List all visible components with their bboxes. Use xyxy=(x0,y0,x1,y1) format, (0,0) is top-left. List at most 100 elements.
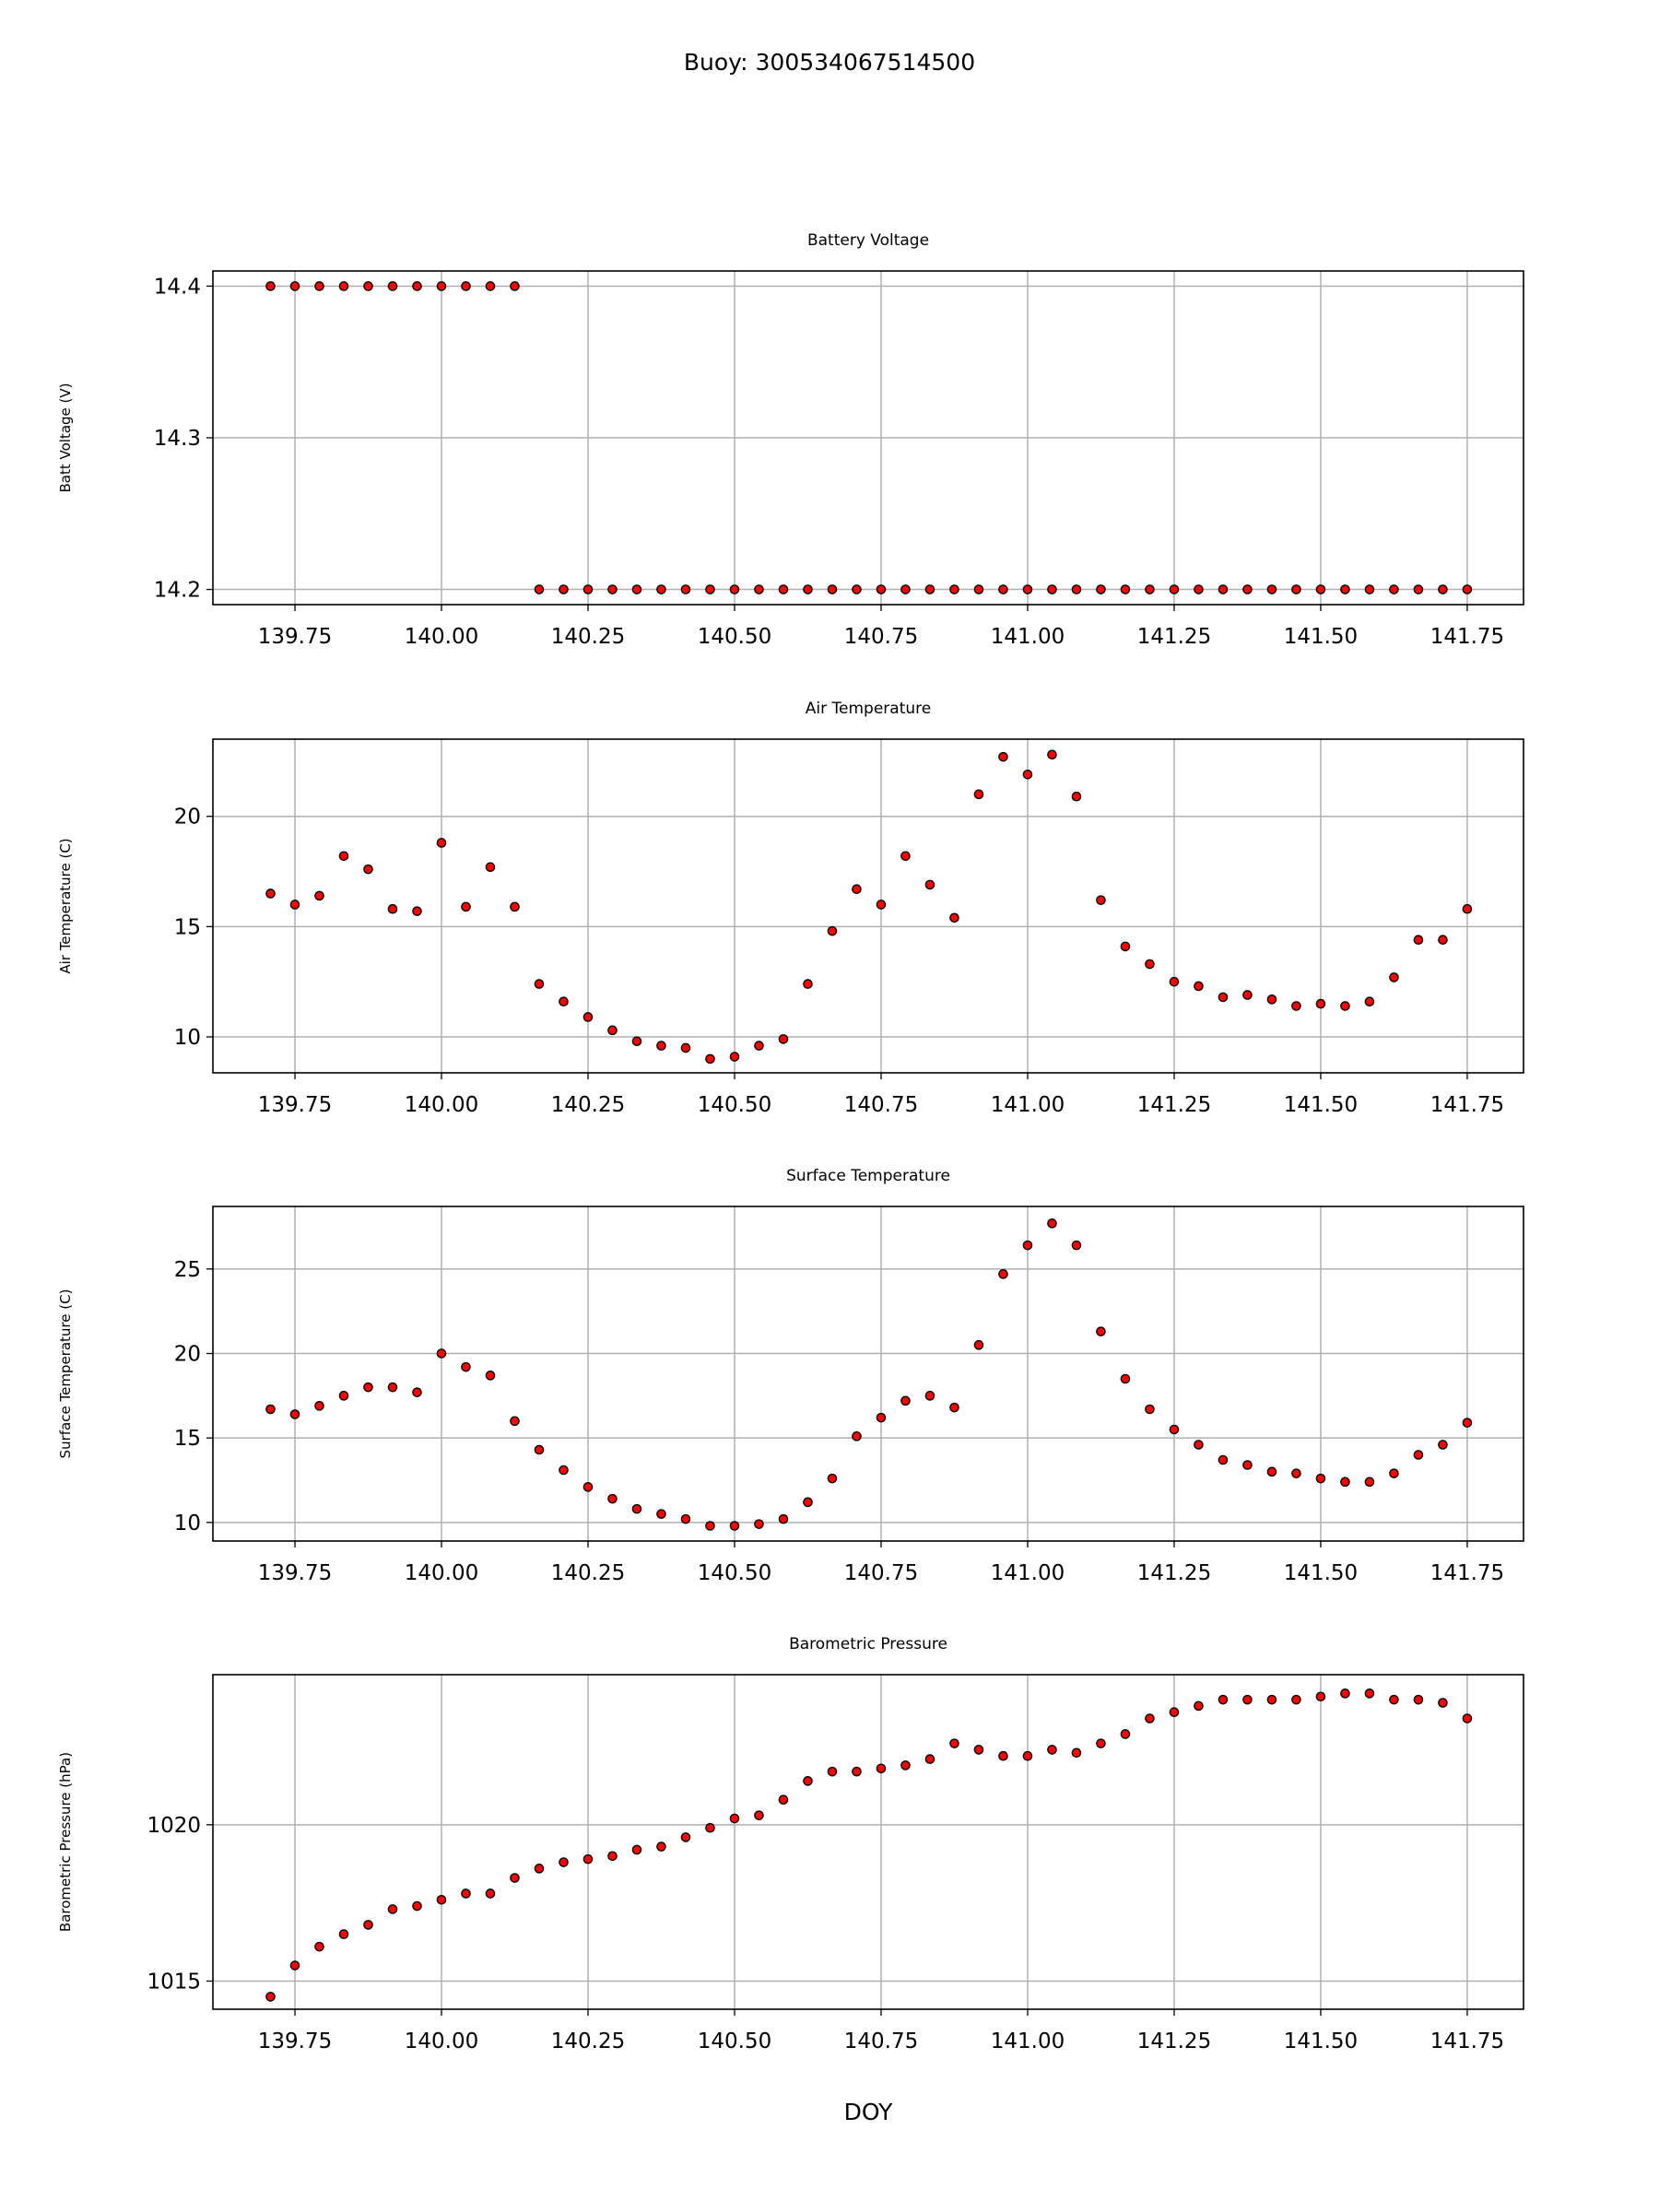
x-tick-label: 141.00 xyxy=(991,2030,1065,2053)
x-tick-label: 140.25 xyxy=(551,1093,625,1117)
data-point xyxy=(1145,584,1155,594)
y-tick-label: 14.4 xyxy=(154,275,201,299)
x-tick-label: 140.75 xyxy=(844,1561,918,1585)
data-point xyxy=(1389,1694,1399,1705)
figure-title: Buoy: 300534067514500 xyxy=(684,49,975,76)
data-point xyxy=(510,1416,520,1427)
data-point xyxy=(461,1361,471,1372)
data-point xyxy=(582,1012,594,1022)
data-point xyxy=(1145,959,1155,970)
y-axis-label: Barometric Pressure (hPa) xyxy=(57,1752,74,1932)
x-tick-label: 140.00 xyxy=(405,2030,478,2053)
data-point xyxy=(1242,990,1253,1000)
y-tick-label: 1020 xyxy=(147,1814,201,1838)
data-point xyxy=(1340,584,1350,594)
data-point xyxy=(1120,584,1131,594)
data-point xyxy=(754,1810,764,1820)
y-axis-label: Batt Voltage (V) xyxy=(57,382,74,492)
y-tick-label: 15 xyxy=(174,915,201,939)
data-point xyxy=(436,838,447,848)
data-point xyxy=(1389,1468,1399,1478)
data-point xyxy=(729,1813,740,1824)
data-point xyxy=(778,1034,789,1044)
data-point xyxy=(1096,584,1106,594)
data-point xyxy=(534,1864,545,1874)
data-point xyxy=(754,1519,764,1529)
data-point xyxy=(1169,584,1180,594)
data-point xyxy=(485,1371,496,1381)
data-point xyxy=(778,584,789,594)
data-point xyxy=(1218,1454,1229,1465)
data-point xyxy=(1364,996,1375,1007)
data-point xyxy=(1218,584,1229,594)
data-point xyxy=(1047,584,1057,594)
data-point xyxy=(314,890,324,901)
x-tick-label: 140.25 xyxy=(551,625,625,649)
x-tick-label: 140.50 xyxy=(698,1093,771,1117)
data-point xyxy=(1266,1694,1277,1705)
x-tick-label: 141.25 xyxy=(1137,1093,1211,1117)
data-point xyxy=(461,281,471,291)
data-point xyxy=(1462,1418,1473,1428)
x-tick-label: 139.75 xyxy=(258,1093,332,1117)
data-point xyxy=(631,1036,642,1047)
data-point xyxy=(852,584,862,594)
data-point xyxy=(1120,941,1131,952)
data-point xyxy=(289,281,300,291)
data-point xyxy=(754,1041,764,1051)
data-point xyxy=(973,789,984,800)
data-point xyxy=(1389,584,1399,594)
data-point xyxy=(1364,1688,1375,1699)
data-point xyxy=(1120,1373,1131,1384)
data-point xyxy=(1169,976,1180,987)
subplot-title: Barometric Pressure xyxy=(789,1635,947,1653)
data-point xyxy=(412,1387,422,1397)
data-point xyxy=(1071,584,1082,594)
data-point xyxy=(1096,895,1106,905)
y-tick-label: 15 xyxy=(174,1427,201,1451)
data-point xyxy=(1242,584,1253,594)
data-point xyxy=(265,888,276,899)
subplot-title: Air Temperature xyxy=(806,700,931,718)
data-point xyxy=(1389,972,1399,982)
data-point xyxy=(1340,1477,1350,1488)
data-point xyxy=(510,281,520,291)
data-point xyxy=(705,584,715,594)
data-point xyxy=(534,584,545,594)
data-point xyxy=(1120,1729,1131,1739)
data-point xyxy=(607,1025,618,1036)
data-point xyxy=(900,1760,911,1771)
data-point xyxy=(1413,1450,1424,1460)
data-point xyxy=(387,903,398,914)
data-point xyxy=(485,1888,496,1899)
data-point xyxy=(1438,584,1448,594)
x-tick-label: 140.75 xyxy=(844,2030,918,2053)
data-point xyxy=(436,281,447,291)
data-point xyxy=(1364,1477,1375,1488)
data-point xyxy=(412,281,422,291)
data-point xyxy=(1340,1001,1350,1011)
data-point xyxy=(412,906,422,916)
data-point xyxy=(1194,1700,1204,1712)
data-point xyxy=(1047,749,1057,760)
data-point xyxy=(949,1402,959,1413)
data-point xyxy=(1022,1750,1033,1761)
y-tick-label: 14.2 xyxy=(154,579,201,603)
data-point xyxy=(510,901,520,912)
data-point xyxy=(705,1822,715,1833)
data-point xyxy=(900,1395,911,1406)
data-point xyxy=(803,979,813,989)
x-tick-label: 141.75 xyxy=(1430,2030,1504,2053)
data-point xyxy=(803,1497,813,1508)
data-point xyxy=(924,879,935,890)
data-point xyxy=(631,1844,642,1855)
data-point xyxy=(1462,584,1473,594)
axes-frame xyxy=(212,270,1524,606)
data-point xyxy=(778,1794,789,1806)
data-point xyxy=(1413,935,1424,946)
data-point xyxy=(876,584,887,594)
y-tick-label: 10 xyxy=(174,1026,201,1050)
data-point xyxy=(582,1853,594,1865)
x-tick-label: 141.50 xyxy=(1284,1093,1358,1117)
data-point xyxy=(656,1509,666,1519)
